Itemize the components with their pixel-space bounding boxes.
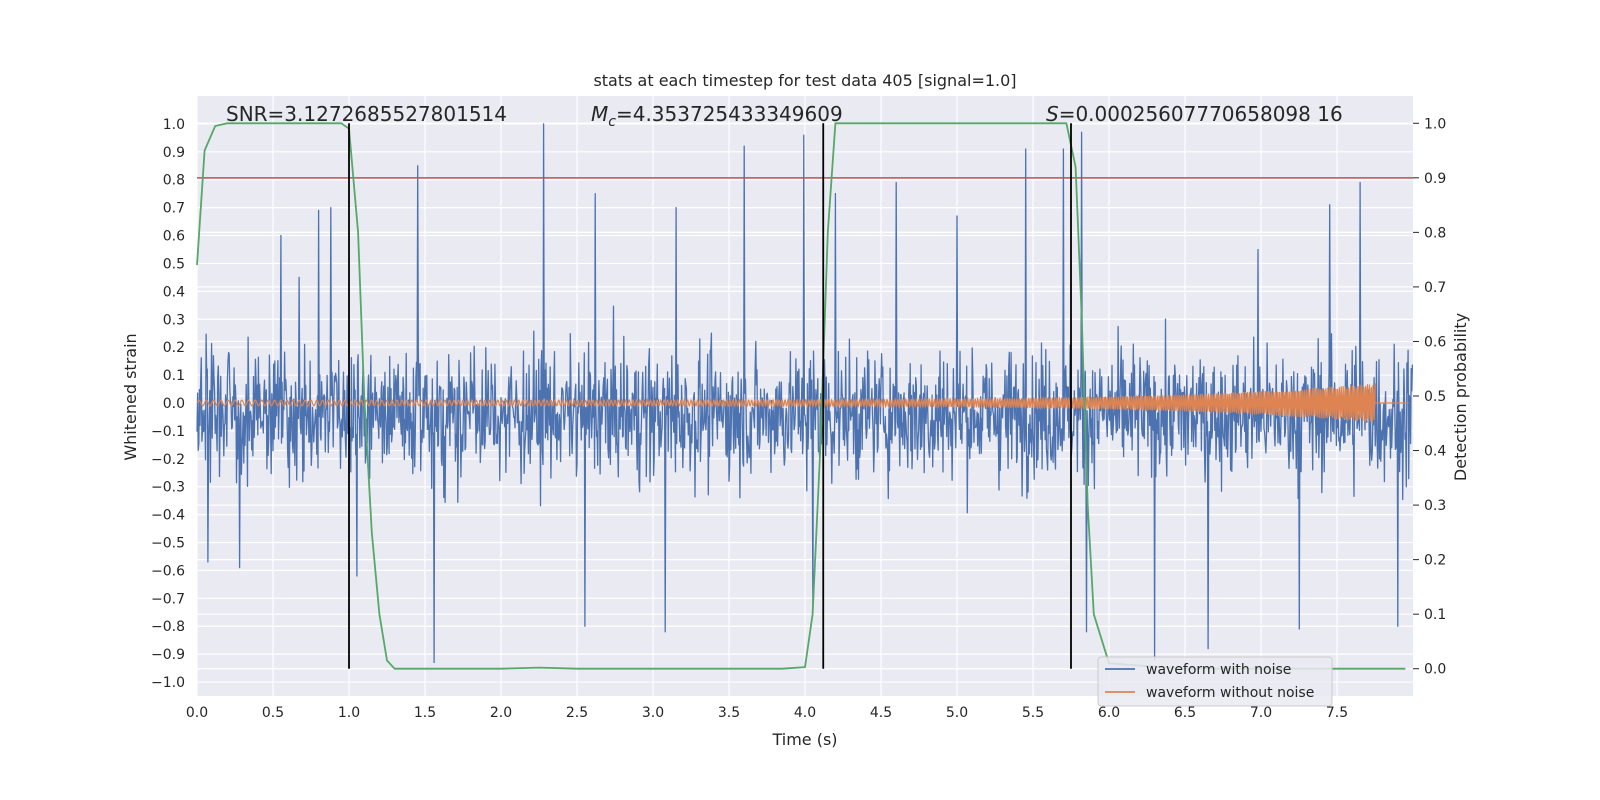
legend-box [1097,656,1333,707]
chirp-mass-annotation: Mc=4.353725433349609 [591,102,843,130]
y2-tick-label: 0.8 [1424,225,1446,241]
x-tick-label: 2.5 [566,705,588,721]
y2-tick-label: 0.7 [1424,280,1446,296]
y-tick-label: 0.5 [163,256,185,272]
noisy-waveform-line [196,123,1414,664]
y-tick-label: 0.9 [163,145,185,161]
y2-axis-label: Detection probability [1451,313,1470,481]
y-tick-label: 0.4 [163,284,185,300]
legend-label-clean: waveform without noise [1146,685,1314,701]
x-tick-label: 2.0 [490,705,512,721]
y-tick-label: −0.8 [151,619,185,635]
snr-annotation: SNR=3.1272685527801514 [226,102,507,126]
x-tick-label: 6.5 [1174,705,1196,721]
y2-tick-label: 0.0 [1424,662,1446,678]
y2-tick-label: 0.3 [1424,498,1446,514]
s-annotation: S=0.00025607770658098 16 [1046,102,1343,126]
y2-tick-label: 1.0 [1424,116,1446,132]
y2-tick-label: 0.9 [1424,171,1446,187]
y2-tick-label: 0.5 [1424,389,1446,405]
x-tick-label: 4.0 [794,705,816,721]
y2-tick-label: 0.2 [1424,553,1446,569]
y-tick-label: −0.6 [151,563,185,579]
series-layer [196,122,1414,670]
y-tick-label: 0.1 [163,368,185,384]
y-tick-label: 0.0 [163,396,185,412]
y-tick-label: −0.7 [151,591,185,607]
chirp-mass-symbol: M [591,102,608,126]
y2-tick-label: 0.6 [1424,334,1446,350]
ticks: 0.0 0.5 1.0 1.5 2.0 2.5 3.0 3.5 4.0 4.5 5.0 5.5 6.0 6… [151,116,1446,721]
x-tick-label: 1.0 [338,705,360,721]
x-tick-label: 6.0 [1098,705,1120,721]
y-tick-label: −0.3 [151,480,185,496]
y2-tick-label: 0.4 [1424,444,1446,460]
y-tick-label: −0.5 [151,536,185,552]
y-tick-label: 0.6 [163,229,185,245]
y-tick-label: 0.7 [163,201,185,217]
x-tick-label: 1.5 [414,705,436,721]
x-tick-label: 7.5 [1326,705,1348,721]
y-tick-label: 0.3 [163,312,185,328]
chirp-mass-value: =4.353725433349609 [616,102,843,126]
x-axis-label: Time (s) [771,730,837,749]
s-value: =0.00025607770658098 16 [1059,102,1343,126]
legend-label-noise: waveform with noise [1146,662,1291,678]
chirp-mass-subscript: c [608,114,616,130]
y-tick-label: −0.1 [151,424,185,440]
clean-waveform-line [196,383,1409,423]
y-tick-label: −0.2 [151,452,185,468]
legend: waveform with noise waveform without noi… [1097,656,1333,707]
x-tick-label: 4.5 [870,705,892,721]
x-tick-label: 0.5 [262,705,284,721]
y-tick-label: −1.0 [151,675,185,691]
x-tick-label: 5.0 [946,705,968,721]
y-axis-label: Whitened strain [121,333,140,460]
x-tick-label: 3.0 [642,705,664,721]
y-tick-label: 0.2 [163,340,185,356]
chart-title: stats at each timestep for test data 405… [593,71,1016,90]
x-tick-label: 3.5 [718,705,740,721]
y-tick-label: 0.8 [163,173,185,189]
y-tick-label: −0.9 [151,647,185,663]
y-tick-label: −0.4 [151,508,185,524]
s-symbol: S [1046,102,1059,126]
x-tick-label: 0.0 [186,705,208,721]
x-tick-label: 7.0 [1250,705,1272,721]
y2-tick-label: 0.1 [1424,607,1446,623]
x-tick-label: 5.5 [1022,705,1044,721]
y-tick-label: 1.0 [163,117,185,133]
detection-probability-line [196,122,1406,670]
